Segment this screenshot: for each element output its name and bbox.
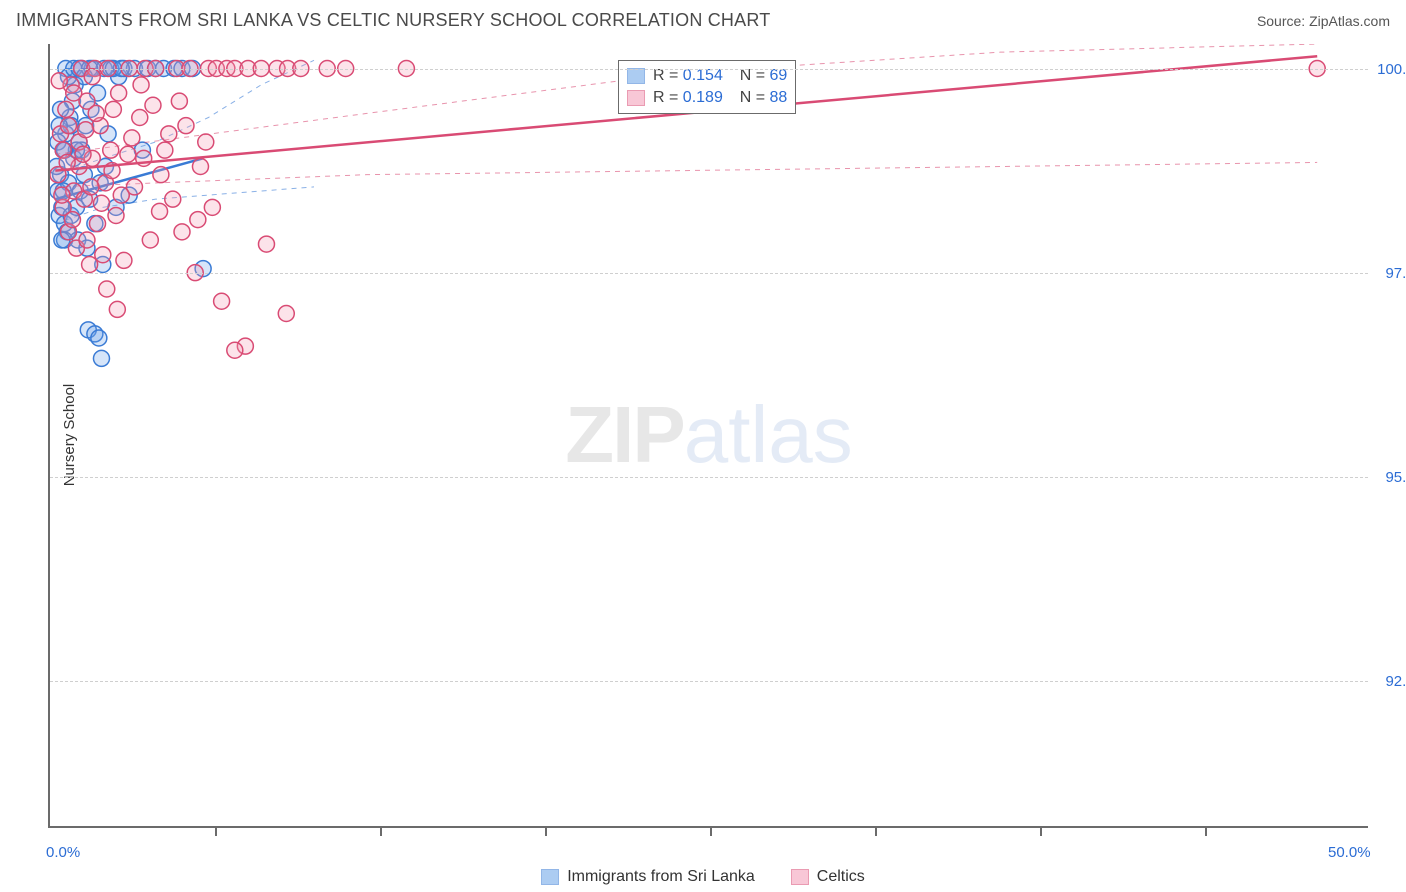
scatter-point <box>111 85 127 101</box>
scatter-point <box>105 101 121 117</box>
scatter-point <box>103 142 119 158</box>
source-prefix: Source: <box>1257 13 1309 29</box>
chart-plot-area: Nursery School ZIPatlas R = 0.154 N = 69… <box>48 44 1368 828</box>
legend-item-sri-lanka: Immigrants from Sri Lanka <box>541 868 755 886</box>
x-tick <box>1040 826 1042 836</box>
source-attribution: Source: ZipAtlas.com <box>1257 13 1390 29</box>
scatter-point <box>60 118 76 134</box>
scatter-point <box>79 232 95 248</box>
x-tick <box>545 826 547 836</box>
scatter-point <box>88 105 104 121</box>
x-axis-min-label: 0.0% <box>46 844 80 861</box>
scatter-point <box>120 146 136 162</box>
gridline-h: 100.0% <box>50 69 1368 70</box>
scatter-point <box>133 77 149 93</box>
legend-swatch <box>627 68 645 84</box>
legend-swatch-celtics <box>791 869 809 885</box>
legend-label-celtics: Celtics <box>817 868 865 886</box>
scatter-point <box>145 97 161 113</box>
series-legend: Immigrants from Sri Lanka Celtics <box>0 868 1406 886</box>
y-tick-label: 100.0% <box>1376 61 1406 78</box>
scatter-point <box>66 85 82 101</box>
scatter-point <box>204 199 220 215</box>
chart-title: IMMIGRANTS FROM SRI LANKA VS CELTIC NURS… <box>16 10 770 31</box>
scatter-point <box>91 330 107 346</box>
scatter-point <box>54 187 70 203</box>
scatter-point <box>132 110 148 126</box>
x-tick <box>215 826 217 836</box>
legend-swatch-sri-lanka <box>541 869 559 885</box>
x-tick <box>380 826 382 836</box>
y-tick-label: 92.5% <box>1376 673 1406 690</box>
legend-item-celtics: Celtics <box>791 868 865 886</box>
scatter-point <box>93 350 109 366</box>
legend-swatch <box>627 90 645 106</box>
y-tick-label: 97.5% <box>1376 265 1406 282</box>
scatter-point <box>51 73 67 89</box>
scatter-point <box>152 203 168 219</box>
scatter-point <box>165 191 181 207</box>
scatter-point <box>108 208 124 224</box>
scatter-point <box>171 93 187 109</box>
legend-n-value: N = 88 <box>731 89 787 107</box>
scatter-point <box>113 187 129 203</box>
scatter-point <box>84 69 100 85</box>
scatter-point <box>78 122 94 138</box>
scatter-point <box>198 134 214 150</box>
x-tick <box>710 826 712 836</box>
scatter-point <box>99 281 115 297</box>
scatter-point <box>192 159 208 175</box>
scatter-point <box>227 342 243 358</box>
source-name: ZipAtlas.com <box>1309 13 1390 29</box>
scatter-point <box>64 212 80 228</box>
scatter-point <box>258 236 274 252</box>
legend-r-value: R = 0.189 <box>653 89 723 107</box>
scatter-point <box>153 167 169 183</box>
scatter-point <box>90 216 106 232</box>
y-tick-label: 95.0% <box>1376 469 1406 486</box>
x-tick <box>875 826 877 836</box>
scatter-point <box>116 252 132 268</box>
scatter-point <box>214 293 230 309</box>
gridline-h: 97.5% <box>50 273 1368 274</box>
scatter-point <box>161 126 177 142</box>
scatter-point <box>124 130 140 146</box>
scatter-point <box>93 195 109 211</box>
scatter-point <box>95 247 111 263</box>
legend-label-sri-lanka: Immigrants from Sri Lanka <box>567 868 755 886</box>
scatter-point <box>58 101 74 117</box>
scatter-point <box>75 146 91 162</box>
scatter-point <box>157 142 173 158</box>
scatter-point <box>142 232 158 248</box>
chart-svg <box>50 44 1370 828</box>
legend-n-value: N = 69 <box>731 67 787 85</box>
scatter-point <box>190 212 206 228</box>
scatter-point <box>83 179 99 195</box>
gridline-h: 95.0% <box>50 477 1368 478</box>
scatter-point <box>178 118 194 134</box>
legend-r-value: R = 0.154 <box>653 67 723 85</box>
scatter-point <box>174 224 190 240</box>
scatter-point <box>278 306 294 322</box>
gridline-h: 92.5% <box>50 681 1368 682</box>
legend-row: R = 0.189 N = 88 <box>627 87 787 109</box>
x-axis-max-label: 50.0% <box>1328 844 1371 861</box>
scatter-point <box>109 301 125 317</box>
x-tick <box>1205 826 1207 836</box>
